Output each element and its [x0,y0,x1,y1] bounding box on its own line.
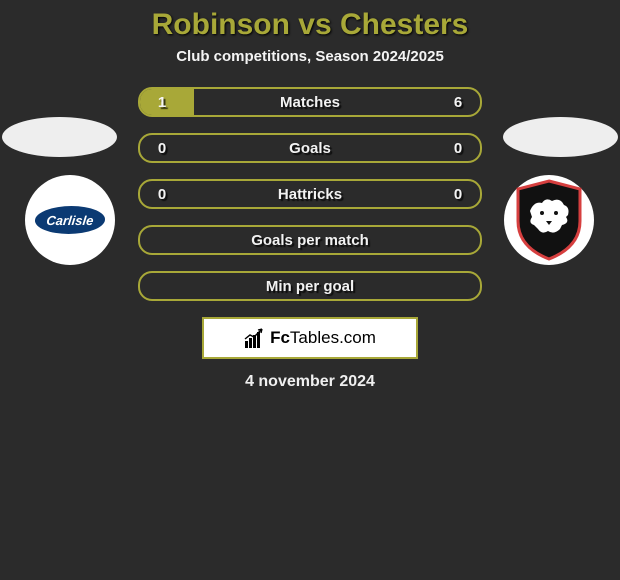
stat-label: Min per goal [184,278,436,295]
team-logo-right [504,175,594,265]
stat-label: Goals [184,140,436,157]
stats-list: 1Matches60Goals00Hattricks0Goals per mat… [138,87,482,301]
comparison-card: Robinson vs Chesters Club competitions, … [0,0,620,391]
brand-attribution[interactable]: FcTables.com [202,317,418,359]
page-title: Robinson vs Chesters [0,8,620,42]
stat-right-value: 0 [436,140,480,157]
country-flag-left [2,117,117,157]
stat-row: Min per goal [138,271,482,301]
stat-left-value: 0 [140,140,184,157]
team-logo-left-text: Carlisle [34,206,107,234]
stat-label: Goals per match [184,232,436,249]
brand-prefix: Fc [270,328,290,347]
stat-left-value: 0 [140,186,184,203]
brand-suffix: Tables.com [290,328,376,347]
stat-row: 0Hattricks0 [138,179,482,209]
stat-row: Goals per match [138,225,482,255]
subtitle: Club competitions, Season 2024/2025 [0,48,620,65]
stat-left-value: 1 [140,94,184,111]
stat-label: Matches [184,94,436,111]
date-label: 4 november 2024 [0,373,620,391]
bar-chart-icon [244,327,266,349]
shield-lion-icon [512,179,586,261]
stat-row: 1Matches6 [138,87,482,117]
stat-right-value: 6 [436,94,480,111]
stat-label: Hattricks [184,186,436,203]
country-flag-right [503,117,618,157]
stat-right-value: 0 [436,186,480,203]
stat-row: 0Goals0 [138,133,482,163]
team-logo-left: Carlisle [25,175,115,265]
brand-text: FcTables.com [270,328,376,348]
